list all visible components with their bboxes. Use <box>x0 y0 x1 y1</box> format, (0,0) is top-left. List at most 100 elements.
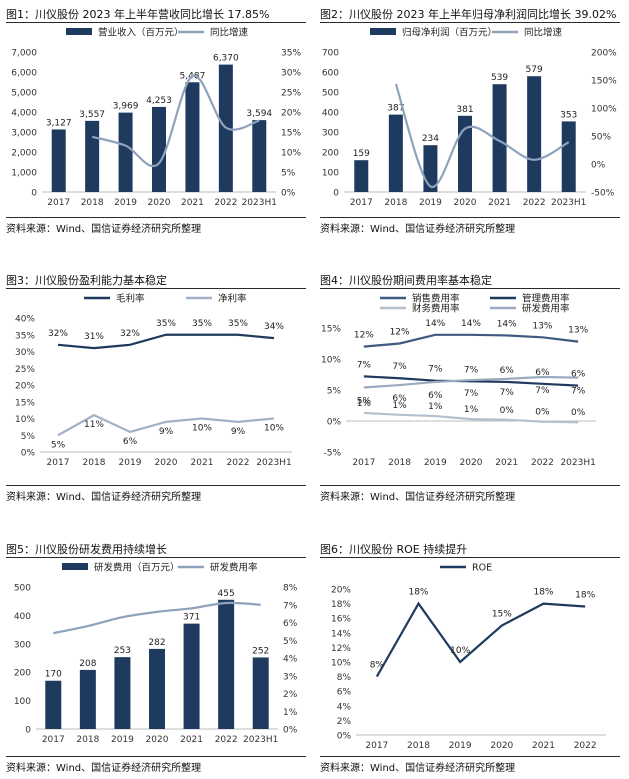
x-tick-label: 2019 <box>111 735 134 745</box>
y-tick-label: 0 <box>333 189 339 199</box>
y-tick-label: 300 <box>322 129 339 139</box>
series-line <box>57 413 275 437</box>
point-value-label: 7% <box>535 386 550 396</box>
point-value-label: 12% <box>354 331 374 341</box>
point-value-label: 0% <box>571 408 586 418</box>
series-line <box>375 601 586 678</box>
x-tick-label: 2017 <box>42 735 65 745</box>
bar <box>561 121 576 192</box>
y-tick-label: 2% <box>337 717 352 727</box>
bar <box>85 120 100 192</box>
point-value-label: 32% <box>120 329 140 339</box>
bar <box>354 160 369 192</box>
x-tick-label: 2022 <box>215 735 238 745</box>
chart-panel-3: 图3：川仪股份盈利能力基本稳定 0% 5% 10% 15% 20% 25% 30% 35% 40… <box>6 272 306 504</box>
x-tick-label: 2022 <box>214 198 237 208</box>
chart-5-svg: 0 100 200 300 400 500 0% 1% 2% 3% 4% 5% 6% 7% 8% 2017 20… <box>14 562 298 746</box>
legend-label: 营业收入（百万元） <box>98 27 184 39</box>
y-tick-label: 15% <box>15 398 35 408</box>
y2-tick-label: 25% <box>281 89 301 99</box>
bar-value-label: 3,127 <box>46 118 72 128</box>
x-tick-label: 2019 <box>449 741 472 751</box>
point-value-label: 35% <box>228 319 248 329</box>
y-tick-label: 0% <box>21 449 36 459</box>
point-value-label: 0% <box>500 406 515 416</box>
y2-tick-label: 5% <box>281 169 296 179</box>
x-tick-label: 2018 <box>388 458 411 468</box>
point-value-label: 31% <box>84 332 104 342</box>
bar-value-label: 3,594 <box>246 109 272 119</box>
x-tick-label: 2017 <box>365 741 388 751</box>
point-value-label: 6% <box>535 368 550 378</box>
point-value-label: 6% <box>428 391 443 401</box>
x-tick-label: 2021 <box>488 198 511 208</box>
chart-panel-1: 图1：川仪股份 2023 年上半年营收同比增长 17.85% 0 1,000 2,0… <box>6 6 306 236</box>
x-tick-label: 2018 <box>81 198 104 208</box>
x-tick-label: 2018 <box>83 458 106 468</box>
chart-4-svg: -5% 0% 5% 10% 15% 2017 2018 2019 2020 2021 2022 202… <box>321 293 596 468</box>
y2-tick-label: 30% <box>281 69 301 79</box>
y-tick-label: 12% <box>331 644 351 654</box>
point-value-label: 34% <box>264 322 284 332</box>
y-tick-label: 6,000 <box>11 69 37 79</box>
x-tick-label: 2023H1 <box>560 458 595 468</box>
y2-tick-label: 1% <box>283 708 298 718</box>
series-line <box>53 601 261 635</box>
y-tick-label: 40% <box>15 315 35 325</box>
legend-label: ROE <box>472 563 492 574</box>
y2-tick-label: 4% <box>283 655 298 665</box>
x-tick-label: 2020 <box>490 741 513 751</box>
y2-tick-label: 2% <box>283 690 298 700</box>
y2-tick-label: 3% <box>283 672 298 682</box>
point-value-label: 1% <box>464 405 479 415</box>
legend-label: 研发费用率 <box>522 303 570 315</box>
source-rule <box>6 756 306 757</box>
chart-title: 图4：川仪股份期间费用率基本稳定 <box>320 274 492 287</box>
point-value-label: 6% <box>123 437 138 447</box>
y2-tick-label: 0% <box>283 726 298 736</box>
point-value-label: 8% <box>370 661 385 671</box>
bar <box>118 112 133 192</box>
x-tick-label: 2019 <box>119 458 142 468</box>
point-value-label: 32% <box>48 329 68 339</box>
point-value-label: 6% <box>500 366 515 376</box>
y-tick-label: 3,000 <box>11 129 37 139</box>
legend-label: 管理费用率 <box>522 293 570 305</box>
y-tick-label: 18% <box>331 600 351 610</box>
x-tick-label: 2020 <box>460 458 483 468</box>
series-line <box>57 333 275 350</box>
chart-3-svg: 0% 5% 10% 15% 20% 25% 30% 35% 40% 2017 2018 2019 202… <box>15 293 292 468</box>
point-value-label: 11% <box>84 420 104 430</box>
source-note: 资料来源：Wind、国信证券经济研究所整理 <box>6 763 202 774</box>
source-rule <box>320 485 620 486</box>
point-value-label: 5% <box>357 397 372 407</box>
y-tick-label: 4% <box>337 702 352 712</box>
y2-tick-label: 100% <box>591 105 617 115</box>
point-value-label: 6% <box>392 394 407 404</box>
point-value-label: 18% <box>533 588 553 598</box>
x-tick-label: 2022 <box>523 198 546 208</box>
y2-tick-label: 35% <box>281 49 301 59</box>
y2-tick-label: 150% <box>591 77 617 87</box>
bar-value-label: 371 <box>183 613 200 623</box>
point-value-label: 14% <box>425 319 445 329</box>
bar <box>185 82 200 192</box>
source-rule <box>320 217 620 218</box>
x-tick-label: 2020 <box>146 735 169 745</box>
y2-tick-label: 0% <box>591 161 606 171</box>
bar-value-label: 539 <box>491 73 508 83</box>
y-tick-label: 600 <box>322 69 339 79</box>
bar-value-label: 282 <box>148 638 165 648</box>
bar-value-label: 4,253 <box>146 96 172 106</box>
y2-tick-label: 20% <box>281 109 301 119</box>
point-value-label: 10% <box>192 424 212 434</box>
point-value-label: 14% <box>497 319 517 329</box>
y2-tick-label: 200% <box>591 49 617 59</box>
x-tick-label: 2020 <box>454 198 477 208</box>
legend-label: 毛利率 <box>116 293 145 305</box>
legend-swatch <box>62 563 88 570</box>
legend-label: 归母净利润（百万元） <box>402 27 497 39</box>
x-tick-label: 2018 <box>384 198 407 208</box>
point-value-label: 13% <box>532 321 552 331</box>
point-value-label: 18% <box>408 588 428 598</box>
